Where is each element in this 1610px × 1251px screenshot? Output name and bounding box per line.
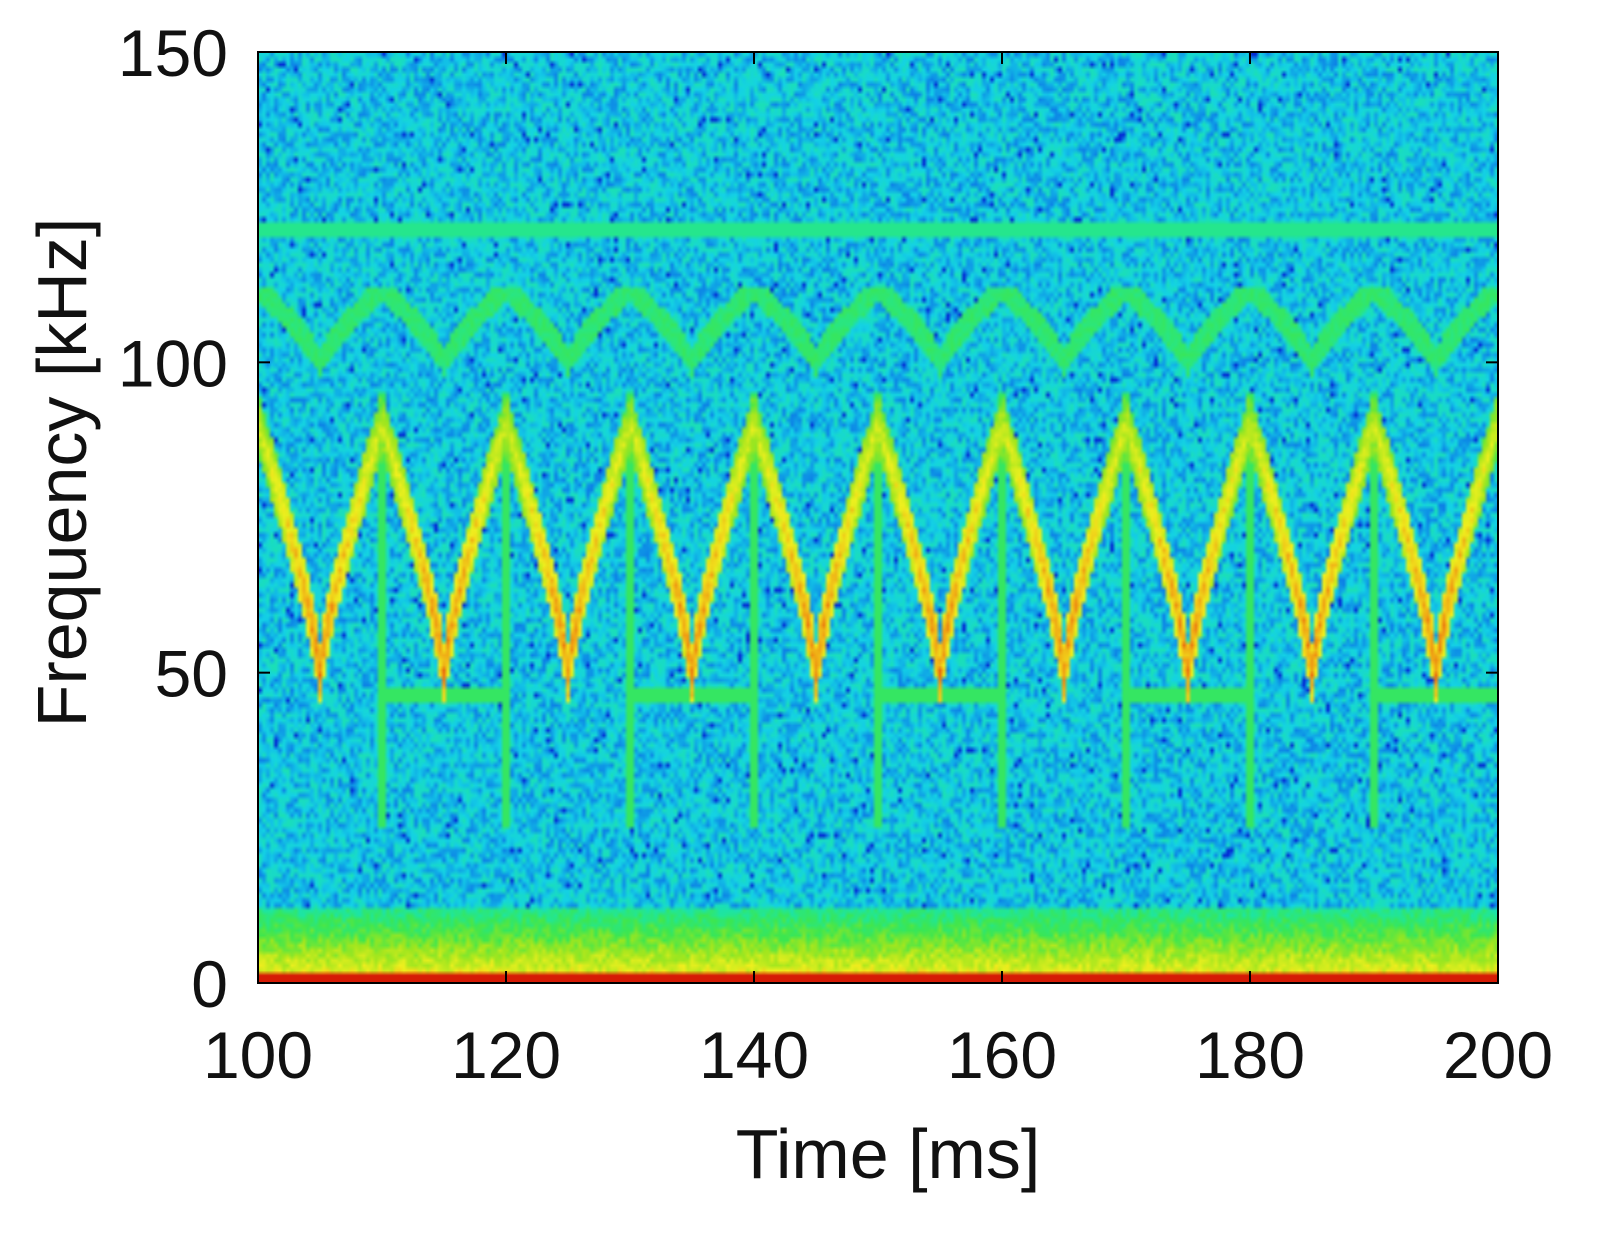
plot-frame [257,51,1499,984]
x-tick-label: 160 [947,1018,1057,1092]
spectrogram-heatmap [258,52,1498,983]
y-tick-label: 0 [191,947,228,1021]
x-axis-ticks: 100 120 140 160 180 200 [203,52,1553,1092]
y-tick-label: 100 [118,326,228,400]
x-tick-label: 180 [1195,1018,1305,1092]
y-axis-label: Frequency [kHz] [23,218,101,728]
y-tick-label: 150 [118,16,228,90]
y-tick-label: 50 [155,637,228,711]
x-axis-label: Time [ms] [736,1115,1041,1193]
x-tick-label: 200 [1443,1018,1553,1092]
y-axis-ticks: 0 50 100 150 [118,16,1498,1021]
x-tick-label: 100 [203,1018,313,1092]
plot-area [257,51,1499,984]
x-tick-label: 120 [451,1018,561,1092]
x-tick-label: 140 [699,1018,809,1092]
